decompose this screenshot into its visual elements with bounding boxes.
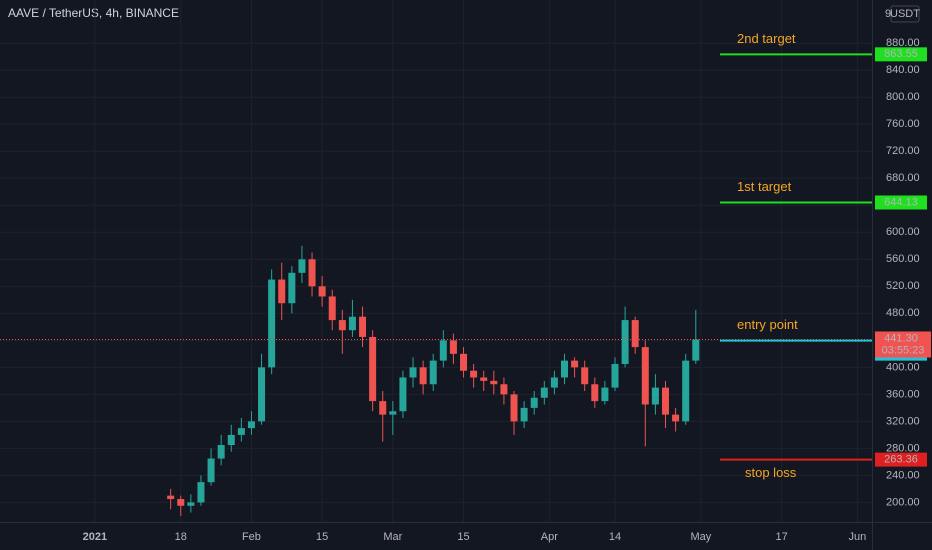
candle-body <box>328 296 336 321</box>
candle-body <box>439 340 447 361</box>
candle-body <box>661 387 669 415</box>
candle-body <box>207 458 215 483</box>
x-tick-label: 14 <box>609 531 621 543</box>
candle-body <box>692 339 700 361</box>
price-tag <box>875 452 927 467</box>
y-tick-label: 760.00 <box>886 118 920 130</box>
countdown: 03:55:23 <box>882 344 925 356</box>
candle-body <box>187 502 195 506</box>
candle-body <box>641 347 649 405</box>
y-tick-label: 360.00 <box>886 388 920 400</box>
candle-body <box>601 387 609 402</box>
x-tick-label: May <box>690 531 711 543</box>
candle-body <box>379 401 387 415</box>
candle-body <box>369 336 377 402</box>
price-tag-text: 263.36 <box>884 454 918 466</box>
candle-body <box>500 384 508 395</box>
price-tag <box>875 331 931 358</box>
candle-body <box>237 428 245 435</box>
level-name: stop loss <box>745 465 797 480</box>
candle-body <box>338 320 346 331</box>
candle-body <box>227 434 235 446</box>
candle-body <box>167 495 175 500</box>
currency-box[interactable] <box>890 5 920 23</box>
x-tick-label: 2021 <box>83 531 107 543</box>
candle-body <box>177 499 185 506</box>
price-tag-text: 863.55 <box>884 48 918 60</box>
y-tick-label: 680.00 <box>886 172 920 184</box>
candle-body <box>480 377 488 381</box>
y-tick-label: 880.00 <box>886 37 920 49</box>
candle-body <box>268 279 276 368</box>
candle-body <box>247 421 255 429</box>
candle-body <box>429 360 437 385</box>
x-tick-label: Jun <box>848 531 866 543</box>
candle-body <box>308 259 316 287</box>
candle-body <box>550 377 558 388</box>
candle-body <box>258 367 266 422</box>
level-name: entry point <box>737 317 798 332</box>
y-tick-label: 560.00 <box>886 253 920 265</box>
currency-unit[interactable]: USDT <box>890 8 920 20</box>
y-tick-label: 320.00 <box>886 415 920 427</box>
candle-body <box>672 414 680 422</box>
candle-body <box>520 407 528 422</box>
price-tag <box>875 195 927 210</box>
candle-body <box>470 370 478 378</box>
candle-body <box>419 367 427 385</box>
candle-body <box>682 360 690 422</box>
candle-body <box>399 377 407 412</box>
y-tick-label: 240.00 <box>886 469 920 481</box>
price-tag-text: 441.30 <box>884 332 918 344</box>
candle-body <box>631 320 639 348</box>
level-name: 2nd target <box>737 31 796 46</box>
candle-body <box>540 387 548 398</box>
candle-body <box>581 367 589 385</box>
candle-body <box>530 397 538 408</box>
x-tick-label: Feb <box>242 531 261 543</box>
y-tick-label: 840.00 <box>886 64 920 76</box>
candle-body <box>409 367 417 378</box>
candle-body <box>460 353 468 371</box>
y-tick-label: 280.00 <box>886 442 920 454</box>
price-tag-text: 644.13 <box>884 196 918 208</box>
price-tag <box>875 47 927 62</box>
y-tick-label: 520.00 <box>886 280 920 292</box>
y-tick-label: 480.00 <box>886 307 920 319</box>
candle-body <box>490 380 498 385</box>
y-tick-label: 800.00 <box>886 91 920 103</box>
candle-body <box>348 316 356 331</box>
candle-body <box>591 384 599 402</box>
candle-body <box>359 316 367 337</box>
candle-body <box>318 286 326 297</box>
y-tick-label: 400.00 <box>886 361 920 373</box>
candle-body <box>621 320 629 364</box>
candle-body <box>571 360 579 368</box>
x-tick-label: 17 <box>775 531 787 543</box>
candle-body <box>389 411 397 415</box>
candle-body <box>651 387 659 405</box>
candle-body <box>288 272 296 304</box>
x-tick-label: 18 <box>175 531 187 543</box>
level-name: 1st target <box>737 179 792 194</box>
candle-body <box>611 363 619 388</box>
x-tick-label: Apr <box>541 531 558 543</box>
y-tick-label: 600.00 <box>886 226 920 238</box>
x-tick-label: Mar <box>383 531 402 543</box>
scale-number[interactable]: 9 <box>885 8 891 20</box>
y-tick-label: 200.00 <box>886 496 920 508</box>
candle-body <box>449 340 457 354</box>
x-tick-label: 15 <box>316 531 328 543</box>
chart-title: AAVE / TetherUS, 4h, BINANCE <box>8 6 179 20</box>
candle-body <box>278 279 286 304</box>
candle-body <box>561 360 569 378</box>
x-tick-label: 15 <box>457 531 469 543</box>
candle-body <box>298 259 306 273</box>
candle-body <box>217 445 225 459</box>
y-tick-label: 720.00 <box>886 145 920 157</box>
candle-body <box>197 482 205 503</box>
candle-body <box>510 394 518 422</box>
